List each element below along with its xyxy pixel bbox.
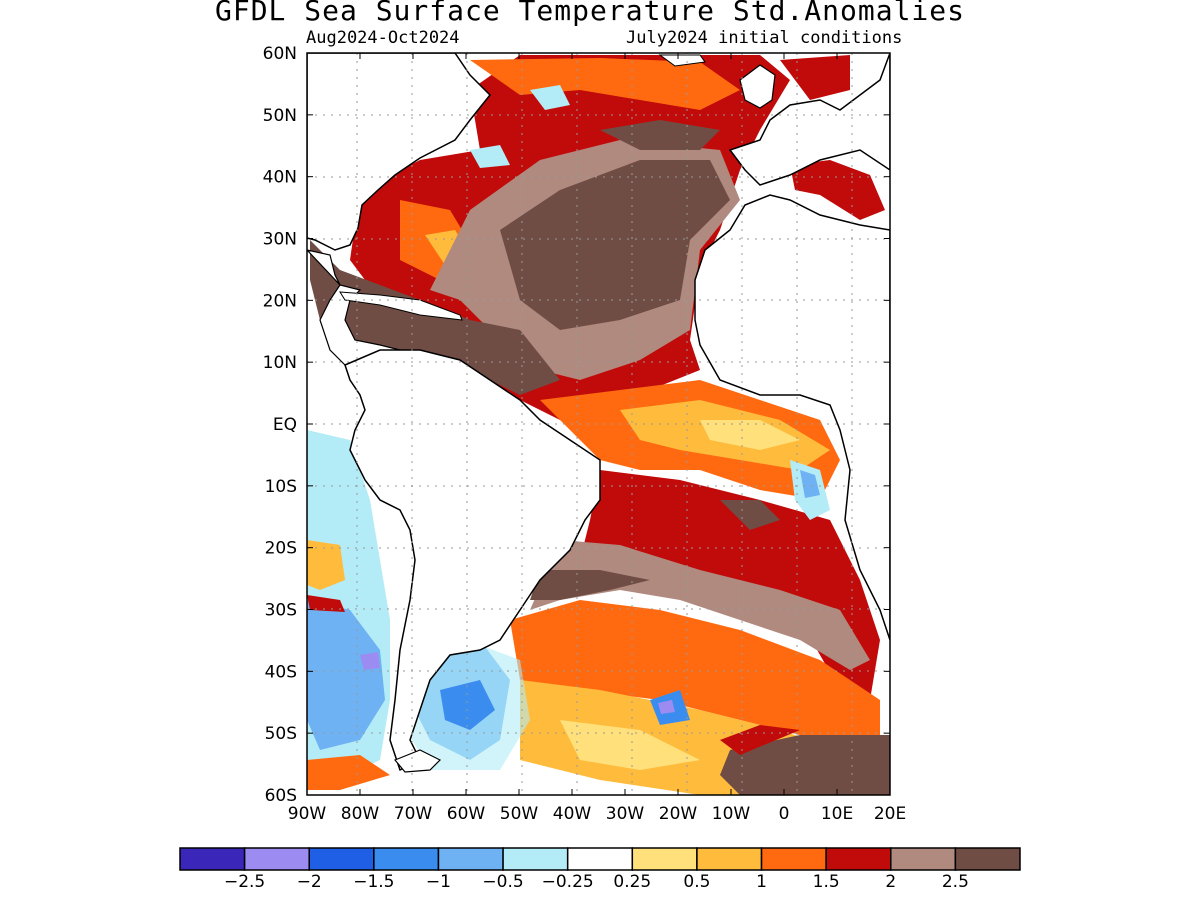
south-atlantic-brown-patch	[720, 500, 780, 530]
africa-land	[694, 194, 890, 641]
north-atlantic-brown-patch	[600, 120, 720, 150]
latitude-label: 60S	[265, 786, 297, 806]
southeast-blue-patch	[800, 470, 820, 498]
latitude-label: 50S	[265, 724, 297, 744]
longitude-label: 70W	[394, 804, 433, 824]
colorbar-label: 0.5	[683, 872, 710, 892]
south-central-violet-patch	[658, 700, 675, 714]
axis-ticks	[306, 52, 891, 796]
colorbar-swatch	[696, 847, 763, 871]
colorbar-swatch	[566, 847, 634, 871]
colorbar-swatch	[179, 847, 246, 871]
latitude-label: 50N	[263, 106, 297, 126]
longitude-label: 80W	[341, 804, 380, 824]
latitude-label: EQ	[273, 415, 297, 435]
central-atlantic-max-warm	[500, 160, 730, 330]
colorbar-label: 2.5	[942, 872, 969, 892]
british-isles-land	[739, 64, 776, 109]
east-pacific-red-patch	[307, 595, 345, 612]
longitude-label: 30W	[606, 804, 645, 824]
longitude-label: 50W	[500, 804, 539, 824]
latitude-label: 10N	[263, 353, 297, 373]
longitude-label: 90W	[288, 804, 327, 824]
colorbar-label: 2	[885, 872, 896, 892]
mediterranean-warm	[790, 160, 885, 220]
colorbar-swatch	[243, 847, 310, 871]
east-pacific-warm-patch	[307, 540, 345, 590]
latitude-label: 10S	[265, 477, 297, 497]
latitude-label: 60N	[263, 44, 297, 64]
colorbar-label: −0.25	[542, 872, 594, 892]
longitude-label: 0	[779, 804, 790, 824]
east-pacific-orange-patch	[307, 755, 390, 790]
east-pacific-blue-region	[307, 600, 385, 750]
colorbar-swatch	[631, 847, 698, 871]
longitude-label: 10W	[712, 804, 751, 824]
southern-orange-region	[510, 600, 880, 760]
colorbar-swatch	[760, 847, 827, 871]
colorbar-label: 1	[756, 872, 767, 892]
south-america-land	[344, 349, 601, 772]
latitude-label: 30S	[265, 601, 297, 621]
colorbar-label: −0.5	[482, 872, 523, 892]
northeast-red-patch	[780, 55, 850, 100]
latitude-label: 20N	[263, 291, 297, 311]
colorbar-label: −1	[426, 872, 451, 892]
initial-conditions: July2024 initial conditions	[626, 28, 903, 48]
forecast-period: Aug2024-Oct2024	[306, 28, 460, 48]
colorbar-label: −2	[297, 872, 322, 892]
colorbar-swatch	[502, 847, 569, 871]
north-atlantic-cool-patch	[530, 85, 570, 110]
colorbar-swatch	[437, 847, 504, 871]
longitude-label: 20E	[874, 804, 906, 824]
tierra-del-fuego-land	[394, 749, 442, 773]
grid-lines	[307, 53, 890, 795]
colorbar-swatch	[890, 847, 957, 871]
land-masses	[307, 53, 890, 773]
east-pacific-violet-patch	[360, 652, 380, 670]
europe-land	[728, 53, 890, 186]
colorbar-swatch	[825, 847, 892, 871]
longitude-labels: 90W 80W 70W 60W 50W 40W 30W 20W 10W 0 10E 20E	[288, 804, 906, 824]
map-title: GFDL Sea Surface Temperature Std.Anomali…	[214, 0, 965, 27]
longitude-label: 20W	[659, 804, 698, 824]
north-america-land	[307, 53, 492, 251]
longitude-label: 10E	[821, 804, 853, 824]
north-atlantic-orange-patch	[470, 58, 740, 110]
latitude-label: 30N	[263, 230, 297, 250]
latitude-label: 40S	[265, 662, 297, 682]
latitude-labels: 60N 50N 40N 30N 20N 10N EQ 10S 20S 30S 40S 50S 60S	[263, 44, 297, 806]
latitude-label: 20S	[265, 539, 297, 559]
colorbar-swatch	[954, 847, 1021, 871]
newfoundland-cool-patch	[470, 145, 510, 168]
colorbar-label: −2.5	[224, 872, 265, 892]
south-atlantic-max-warm	[530, 570, 650, 600]
longitude-label: 40W	[553, 804, 592, 824]
latitude-label: 40N	[263, 168, 297, 188]
equatorial-pale-patch	[700, 420, 800, 450]
south-atlantic-strong-warm	[530, 540, 870, 670]
far-south-max-warm	[720, 735, 890, 795]
colorbar-swatch	[373, 847, 440, 871]
colorbar-label: 1.5	[813, 872, 840, 892]
colorbar-label: −1.5	[353, 872, 394, 892]
southwest-blue-patch	[440, 680, 495, 730]
colorbar-swatch	[308, 847, 375, 871]
colorbar-label: 0.25	[613, 872, 651, 892]
longitude-label: 60W	[447, 804, 486, 824]
colorbar: −2.5 −2 −1.5 −1 −0.5 −0.25 0.25 0.5 1 1.5 2 2.5	[179, 847, 1021, 892]
